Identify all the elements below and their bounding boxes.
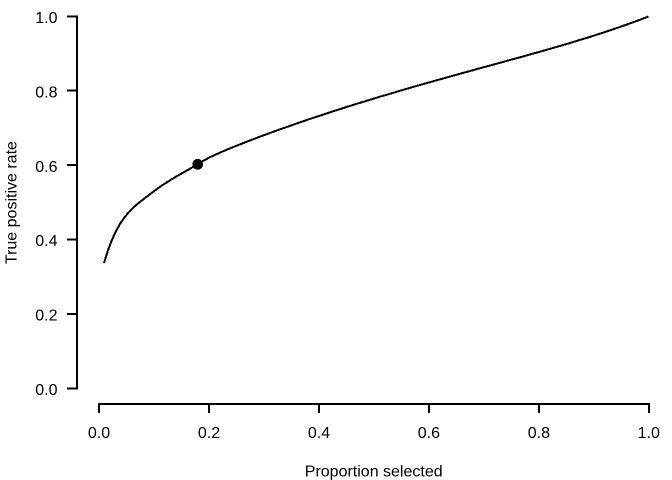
svg-text:1.0: 1.0 bbox=[638, 425, 660, 442]
svg-text:0.6: 0.6 bbox=[418, 425, 440, 442]
svg-text:0.0: 0.0 bbox=[88, 425, 110, 442]
svg-text:0.8: 0.8 bbox=[528, 425, 550, 442]
svg-text:0.4: 0.4 bbox=[35, 233, 57, 250]
svg-text:Proportion selected: Proportion selected bbox=[305, 464, 443, 480]
svg-text:True positive rate: True positive rate bbox=[3, 141, 20, 264]
svg-text:0.8: 0.8 bbox=[35, 84, 57, 101]
svg-text:0.6: 0.6 bbox=[35, 159, 57, 176]
svg-text:1.0: 1.0 bbox=[35, 10, 57, 27]
svg-text:0.0: 0.0 bbox=[35, 382, 57, 399]
svg-text:0.2: 0.2 bbox=[198, 425, 220, 442]
svg-text:0.2: 0.2 bbox=[35, 308, 57, 325]
svg-text:0.4: 0.4 bbox=[308, 425, 330, 442]
